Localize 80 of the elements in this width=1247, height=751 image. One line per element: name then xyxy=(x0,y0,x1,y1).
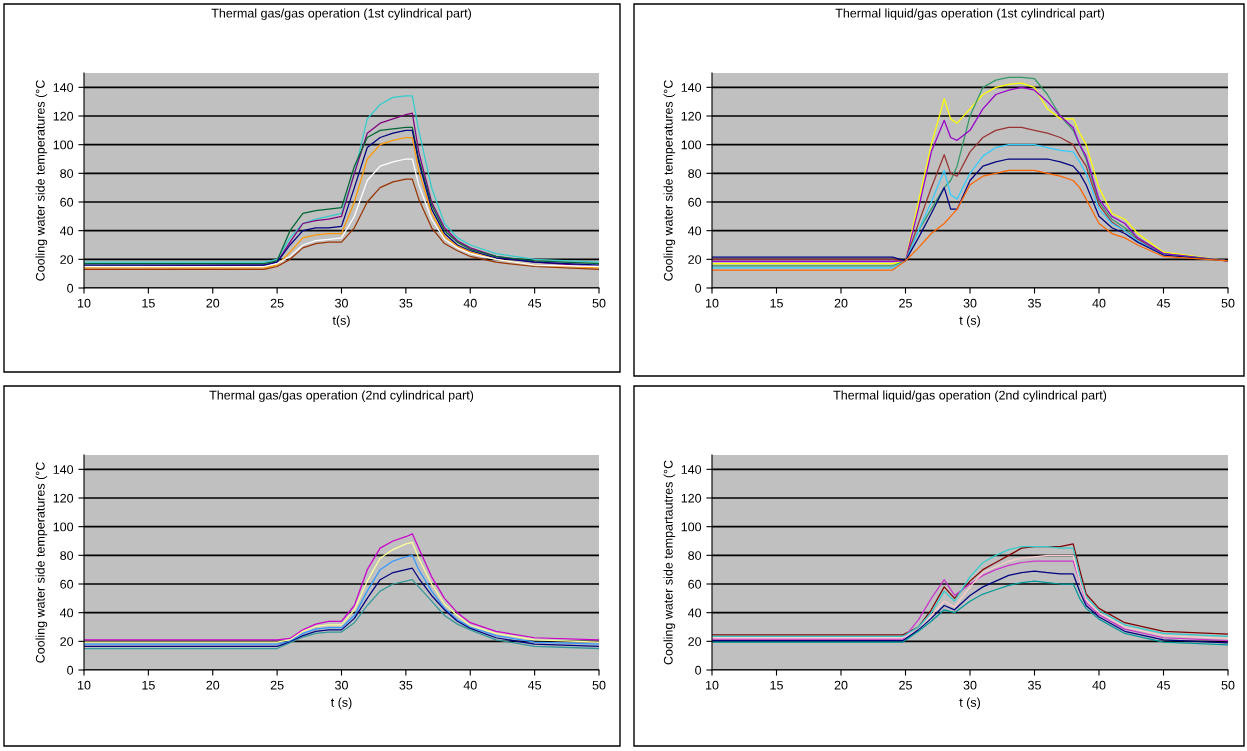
x-tick-label: 45 xyxy=(1156,680,1170,690)
x-tick-label: 15 xyxy=(770,680,783,690)
x-tick-label: 15 xyxy=(142,680,155,690)
y-tick-label: 140 xyxy=(53,465,74,474)
x-tick-label: 10 xyxy=(78,298,91,308)
chart-title: Thermal liquid/gas operation (2nd cylindrical part) xyxy=(833,390,1107,403)
x-tick-label: 35 xyxy=(1028,298,1041,308)
x-tick-label: 35 xyxy=(1028,680,1041,690)
x-tick-label: 35 xyxy=(399,680,413,690)
y-tick-label: 20 xyxy=(60,255,74,264)
x-tick-label: 45 xyxy=(527,298,542,308)
y-tick-label: 80 xyxy=(688,551,702,560)
x-tick-label: 30 xyxy=(963,680,977,690)
x-axis-title: t (s) xyxy=(959,697,980,710)
x-tick-label: 25 xyxy=(899,680,912,690)
y-tick-label: 120 xyxy=(681,111,702,121)
y-axis-title: Cooling water side temperatures (°C xyxy=(35,80,48,281)
x-tick-label: 10 xyxy=(706,680,719,690)
x-tick-label: 30 xyxy=(335,298,348,308)
y-tick-label: 0 xyxy=(695,283,702,293)
y-tick-label: 0 xyxy=(67,665,74,675)
y-axis-title: Cooling water side temperatures (°C xyxy=(35,462,48,663)
x-tick-label: 25 xyxy=(270,298,284,308)
x-tick-label: 30 xyxy=(963,298,977,308)
x-tick-label: 35 xyxy=(399,298,413,308)
y-tick-label: 60 xyxy=(60,197,74,207)
y-tick-label: 100 xyxy=(681,140,702,150)
x-tick-label: 20 xyxy=(834,298,848,308)
y-tick-label: 60 xyxy=(688,197,702,207)
x-tick-label: 50 xyxy=(1221,680,1235,690)
x-tick-label: 40 xyxy=(463,680,477,690)
y-tick-label: 120 xyxy=(681,493,702,503)
y-tick-label: 0 xyxy=(695,665,702,675)
y-tick-label: 100 xyxy=(53,140,74,150)
y-tick-label: 60 xyxy=(60,579,74,589)
y-tick-label: 120 xyxy=(53,493,74,503)
y-tick-label: 140 xyxy=(681,83,702,92)
x-tick-label: 50 xyxy=(1221,298,1235,308)
chart-title: Thermal gas/gas operation (1st cylindrical part) xyxy=(211,8,471,21)
y-tick-label: 80 xyxy=(688,169,702,178)
x-tick-label: 40 xyxy=(463,298,477,308)
y-tick-label: 40 xyxy=(687,226,702,236)
y-tick-label: 20 xyxy=(688,255,702,264)
x-tick-label: 15 xyxy=(142,298,155,308)
x-tick-label: 20 xyxy=(834,680,848,690)
y-axis-title: Cooling water side tempartautres (°C xyxy=(663,460,676,665)
x-axis-title: t(s) xyxy=(332,315,350,328)
x-tick-label: 10 xyxy=(706,298,719,308)
y-tick-label: 60 xyxy=(688,579,702,589)
x-tick-label: 30 xyxy=(335,680,348,690)
y-tick-label: 120 xyxy=(53,111,74,121)
y-tick-label: 40 xyxy=(687,608,702,618)
x-tick-label: 45 xyxy=(527,680,542,690)
y-tick-label: 80 xyxy=(60,169,74,178)
y-tick-label: 20 xyxy=(60,637,74,646)
y-tick-label: 40 xyxy=(59,226,74,236)
x-tick-label: 25 xyxy=(899,298,912,308)
y-axis-title: Cooling water side temperatures (°C xyxy=(663,80,676,281)
chart-title: Thermal gas/gas operation (2nd cylindrical part) xyxy=(209,390,474,403)
x-axis-title: t (s) xyxy=(330,697,352,710)
x-tick-label: 40 xyxy=(1092,298,1106,308)
x-tick-label: 45 xyxy=(1156,298,1170,308)
y-tick-label: 140 xyxy=(681,465,702,474)
y-tick-label: 80 xyxy=(60,551,74,560)
x-axis-title: t (s) xyxy=(959,315,980,328)
x-tick-label: 50 xyxy=(592,298,606,308)
chart-title: Thermal liquid/gas operation (1st cylindrical part) xyxy=(835,8,1105,21)
y-tick-label: 20 xyxy=(688,637,702,646)
y-tick-label: 0 xyxy=(67,283,74,293)
x-tick-label: 10 xyxy=(78,680,91,690)
x-tick-label: 15 xyxy=(770,298,783,308)
y-tick-label: 40 xyxy=(59,608,74,618)
x-tick-label: 50 xyxy=(592,680,606,690)
x-tick-label: 40 xyxy=(1092,680,1106,690)
y-tick-label: 100 xyxy=(681,522,702,532)
x-tick-label: 20 xyxy=(206,680,220,690)
y-tick-label: 100 xyxy=(53,522,74,532)
x-tick-label: 20 xyxy=(206,298,220,308)
x-tick-label: 25 xyxy=(270,680,284,690)
y-tick-label: 140 xyxy=(53,83,74,92)
